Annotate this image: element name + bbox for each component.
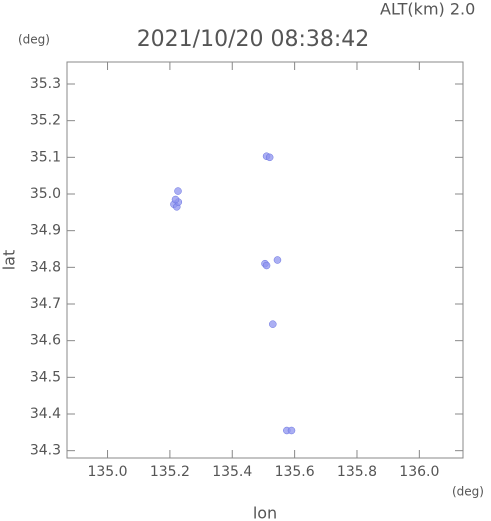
point — [287, 426, 296, 435]
y-tick-label: 34.4 — [30, 406, 61, 422]
x-tick-label: 135.0 — [87, 464, 127, 480]
annotation: ALT(km) 2.0 — [380, 0, 475, 19]
x-tick-label: 135.8 — [337, 464, 377, 480]
point — [265, 153, 274, 162]
plot-frame — [66, 61, 464, 459]
y-tick-label: 34.9 — [30, 223, 61, 239]
y-tick-label: 34.5 — [30, 369, 61, 385]
y-axis-label: lat — [0, 250, 19, 271]
x-tick-label: 135.6 — [275, 464, 315, 480]
point — [174, 187, 182, 195]
point — [273, 256, 282, 264]
x-axis-label: lon — [253, 504, 277, 521]
y-unit: (deg) — [18, 33, 50, 47]
y-tick-label: 34.3 — [30, 443, 61, 459]
y-tick-label: 35.3 — [30, 76, 61, 92]
y-tick-label: 35.2 — [30, 113, 61, 129]
chart-title: 2021/10/20 08:38:42 — [137, 27, 370, 52]
y-tick-label: 34.8 — [30, 259, 61, 275]
x-tick-label: 136.0 — [399, 464, 439, 480]
y-tick-label: 35.0 — [30, 186, 61, 202]
point — [269, 320, 277, 328]
x-tick-label: 135.4 — [212, 464, 252, 480]
x-tick-label: 135.2 — [150, 464, 190, 480]
y-tick-label: 35.1 — [30, 149, 61, 165]
x-unit: (deg) — [452, 485, 484, 499]
point — [171, 195, 180, 204]
point — [262, 261, 271, 270]
y-tick-label: 34.6 — [30, 333, 61, 349]
y-tick-label: 34.7 — [30, 296, 61, 312]
